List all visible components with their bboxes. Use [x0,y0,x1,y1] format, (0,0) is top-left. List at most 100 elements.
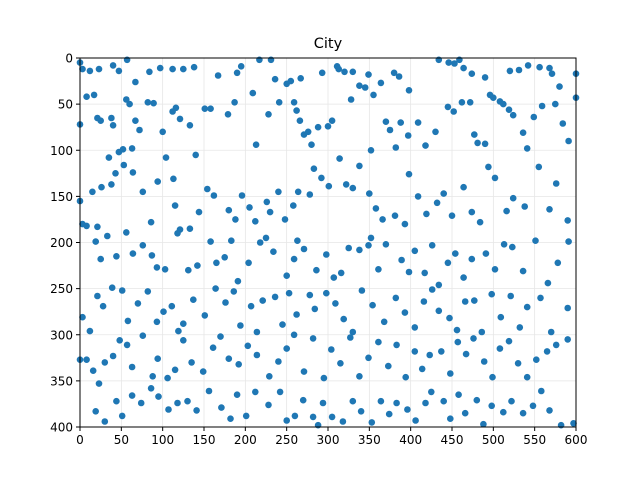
x-tick-label: 100 [151,433,174,447]
data-point [95,380,103,387]
data-point [139,242,147,249]
data-point [507,292,514,300]
data-point [256,239,264,246]
data-point [101,418,109,425]
data-point [128,392,136,399]
data-point [328,413,336,421]
data-point [297,75,305,82]
data-point [370,91,377,99]
data-point [496,345,504,352]
data-point [188,359,195,366]
data-point [276,388,284,396]
data-point [233,391,241,399]
data-point [514,360,522,367]
y-tick-label: 400 [50,421,73,435]
y-tick-label: 50 [58,98,73,112]
data-point [192,151,199,159]
data-point [275,358,282,365]
data-point [311,305,319,313]
data-point [505,106,513,113]
x-tick-label: 200 [234,433,257,447]
data-point [404,406,411,413]
data-point [508,397,515,405]
data-point [342,181,350,188]
data-point [392,144,400,151]
data-point [393,341,400,349]
x-tick-label: 250 [275,433,298,447]
data-point [162,154,170,161]
data-point [462,350,470,358]
data-point [515,66,523,74]
data-point [123,229,130,236]
data-point [547,328,555,336]
data-point [349,184,357,192]
data-point [115,67,123,75]
data-point [450,108,458,115]
data-point [146,68,153,76]
data-point [557,421,565,429]
data-point [489,373,496,381]
data-point [86,327,94,335]
data-point [543,348,551,355]
data-point [570,420,577,427]
data-point [505,337,513,345]
data-point [137,399,145,407]
data-point [172,104,180,112]
data-point [144,288,152,295]
data-point [306,291,314,299]
data-point [287,77,295,85]
data-point [544,279,552,287]
data-point [546,206,553,213]
data-point [372,205,380,212]
data-point [156,64,164,72]
data-point [433,199,441,207]
data-point [300,245,308,253]
data-point [176,115,184,123]
data-point [308,141,315,148]
data-point [485,163,492,171]
data-point [323,251,330,258]
x-tick-label: 500 [482,433,505,447]
data-point [259,297,267,304]
data-point [136,126,143,134]
data-point [556,83,563,90]
data-point [246,204,253,211]
data-point [291,412,299,420]
data-point [213,259,220,267]
data-point [153,318,161,326]
x-tick-label: 550 [523,433,546,447]
y-tick-label: 350 [50,374,73,388]
data-point [154,178,161,185]
data-point [519,409,527,417]
data-point [227,415,234,423]
data-point [174,399,181,407]
data-point [447,370,454,377]
data-point [89,188,96,196]
data-point [444,259,452,267]
data-point [367,147,375,154]
data-point [523,303,531,311]
data-point [401,220,409,228]
data-point [201,105,209,112]
data-point [281,216,289,223]
data-point [109,122,117,129]
data-point [461,298,469,305]
y-tick-label: 100 [50,144,73,158]
data-point [318,174,325,182]
data-point [245,259,252,267]
y-tick-label: 300 [50,328,73,342]
data-point [304,128,312,136]
data-point [165,406,172,413]
data-point [404,132,412,139]
data-point [478,328,486,336]
data-point [98,183,105,191]
data-point [468,70,476,77]
data-point [318,69,326,77]
data-point [252,141,260,148]
data-point [168,302,176,310]
data-point [361,84,369,91]
data-point [390,69,398,77]
data-point [290,331,298,339]
data-point [306,191,314,198]
